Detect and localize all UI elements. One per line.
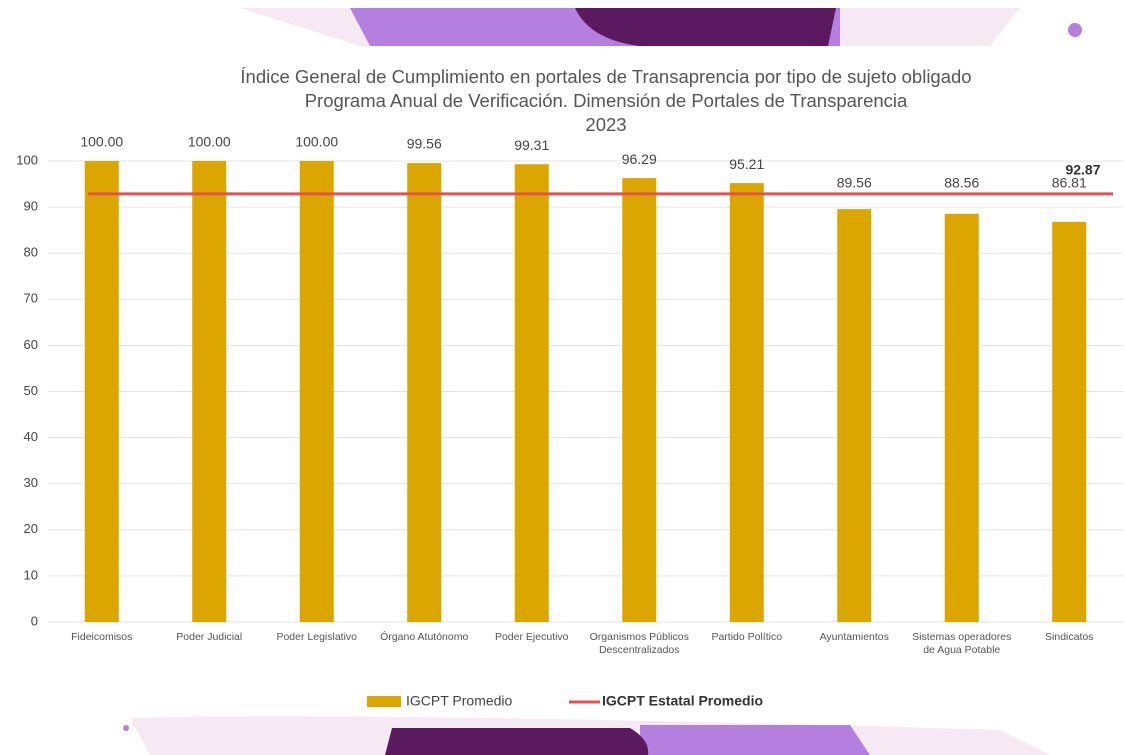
y-tick-label: 80 — [24, 245, 38, 260]
chart-title: Índice General de Cumplimiento en portal… — [240, 66, 971, 87]
y-tick-label: 0 — [31, 613, 38, 628]
value-label: 100.00 — [188, 134, 231, 150]
legend-swatch — [367, 696, 401, 707]
bar — [622, 178, 657, 623]
x-tick-label: Poder Judicial — [176, 631, 243, 643]
y-tick-label: 10 — [24, 567, 38, 582]
value-label: 100.00 — [295, 134, 338, 150]
chart-title: Programa Anual de Verificación. Dimensió… — [305, 90, 908, 111]
value-label: 86.81 — [1052, 175, 1087, 191]
value-label: 95.21 — [729, 156, 764, 172]
y-tick-label: 90 — [24, 199, 38, 214]
decoration — [123, 8, 1082, 755]
legend-label: IGCPT Estatal Promedio — [602, 693, 763, 709]
legend-label: IGCPT Promedio — [406, 693, 513, 709]
x-tick-label: Organismos Públicos Descentralizados — [589, 631, 689, 656]
bar — [944, 213, 979, 622]
x-tick-label: Sindicatos — [1045, 631, 1094, 643]
y-tick-label: 60 — [24, 337, 38, 352]
y-tick-label: 50 — [24, 383, 38, 398]
x-tick-label: Sistemas operadores de Agua Potable — [912, 631, 1012, 656]
value-label: 96.29 — [622, 151, 657, 167]
bar — [84, 161, 119, 622]
value-label: 99.31 — [514, 137, 549, 153]
reference-label: 92.87 — [1065, 162, 1100, 178]
x-tick-label: Órgano Atutónomo — [380, 631, 469, 643]
bar — [514, 164, 549, 622]
y-tick-label: 100 — [16, 152, 38, 167]
value-label: 88.56 — [944, 175, 979, 191]
bar — [837, 209, 872, 622]
bar — [299, 161, 334, 622]
x-tick-label: Partido Político — [711, 631, 783, 643]
bar — [192, 161, 227, 622]
y-tick-label: 30 — [24, 475, 38, 490]
value-label: 99.56 — [407, 136, 442, 152]
y-tick-label: 20 — [24, 521, 38, 536]
x-tick-label: Poder Legislativo — [276, 631, 358, 643]
y-tick-label: 70 — [24, 291, 38, 306]
value-label: 100.00 — [80, 134, 123, 150]
bar — [1052, 221, 1087, 622]
value-label: 89.56 — [837, 175, 872, 191]
bar — [407, 163, 442, 623]
x-tick-label: Poder Ejecutivo — [494, 631, 569, 643]
x-tick-label: Fideicomisos — [71, 631, 133, 643]
bar — [729, 183, 764, 622]
y-tick-label: 40 — [24, 429, 38, 444]
chart-title: 2023 — [585, 114, 626, 135]
x-tick-label: Ayuntamientos — [819, 631, 889, 643]
